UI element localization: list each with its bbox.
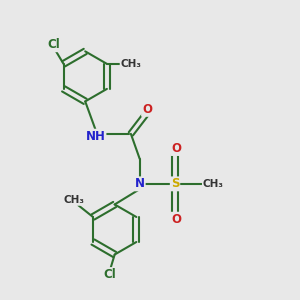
Text: S: S (171, 177, 179, 190)
Text: CH₃: CH₃ (121, 59, 142, 69)
Text: O: O (142, 103, 152, 116)
Text: Cl: Cl (48, 38, 61, 51)
Text: O: O (172, 213, 182, 226)
Text: CH₃: CH₃ (203, 179, 224, 189)
Text: N: N (135, 177, 145, 190)
Text: O: O (172, 142, 182, 155)
Text: CH₃: CH₃ (63, 195, 84, 205)
Text: NH: NH (85, 130, 106, 143)
Text: Cl: Cl (104, 268, 117, 281)
